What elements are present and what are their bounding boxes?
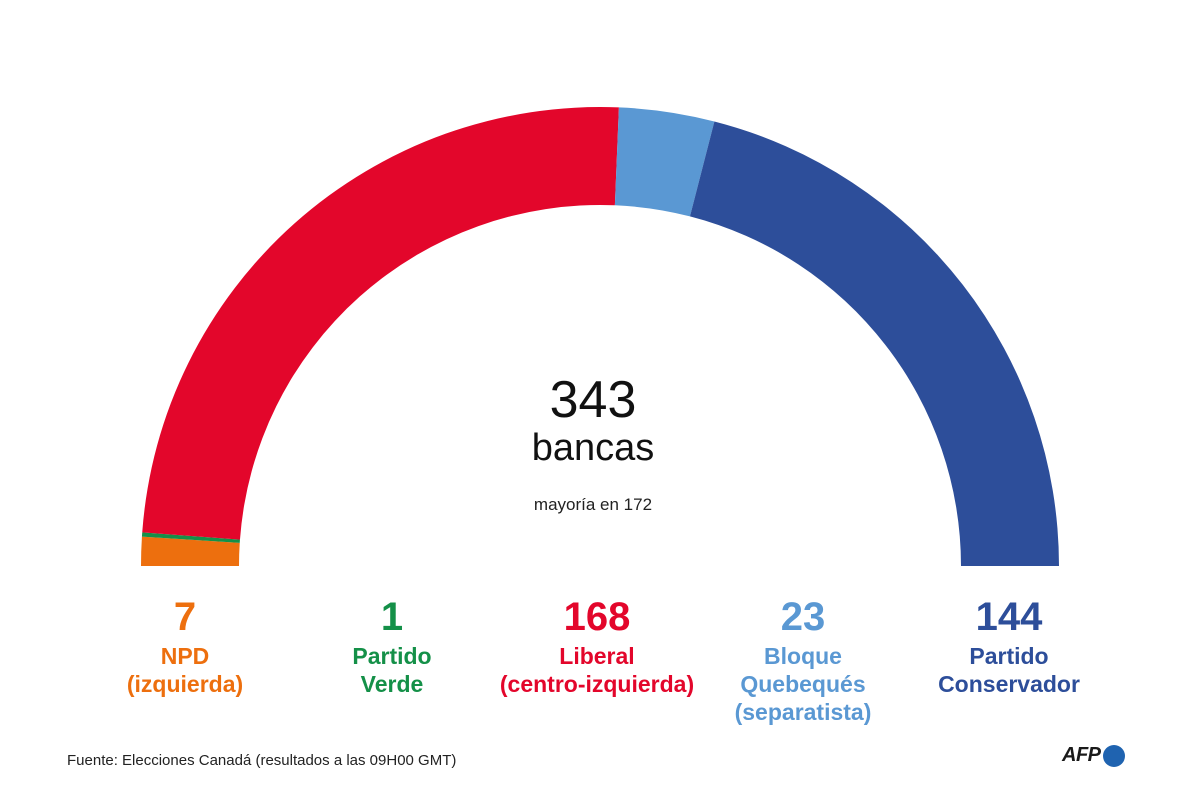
party-label-bloque: 23 Bloque Quebequés (separatista) xyxy=(683,592,923,726)
arc-segment-verde xyxy=(141,532,240,543)
party-label-verde: 1 Partido Verde xyxy=(272,592,512,698)
arc-segment-liberal xyxy=(142,107,619,540)
source-note: Fuente: Elecciones Canadá (resultados a … xyxy=(67,752,457,769)
npd-name: NPD (izquierda) xyxy=(126,643,244,697)
conservador-name: Partido Conservador xyxy=(938,643,1080,697)
arc-segment-npd xyxy=(141,536,240,566)
afp-logo-text: AFP xyxy=(1062,744,1101,766)
liberal-seats-value: 168 xyxy=(563,595,631,639)
arc-segment-bloque xyxy=(614,107,715,217)
liberal-name: Liberal (centro-izquierda) xyxy=(499,643,695,697)
verde-seats-value: 1 xyxy=(380,595,404,639)
majority-label: mayoría en 172 xyxy=(533,495,653,514)
seats-unit-label: bancas xyxy=(531,427,655,469)
afp-logo-dot-icon xyxy=(1102,744,1125,767)
party-label-npd: 7 NPD (izquierda) xyxy=(65,592,305,698)
party-label-liberal: 168 Liberal (centro-izquierda) xyxy=(477,592,717,698)
total-seats: 343 xyxy=(549,371,637,429)
bloque-name: Bloque Quebequés (separatista) xyxy=(734,643,872,725)
npd-seats-value: 7 xyxy=(173,595,197,639)
afp-logo: AFP xyxy=(1062,744,1125,767)
arc-segment-conservador xyxy=(689,121,1059,566)
bloque-seats-value: 23 xyxy=(780,595,826,639)
verde-name: Partido Verde xyxy=(352,643,432,697)
conservador-seats-value: 144 xyxy=(975,595,1043,639)
party-label-conservador: 144 Partido Conservador xyxy=(889,592,1129,698)
